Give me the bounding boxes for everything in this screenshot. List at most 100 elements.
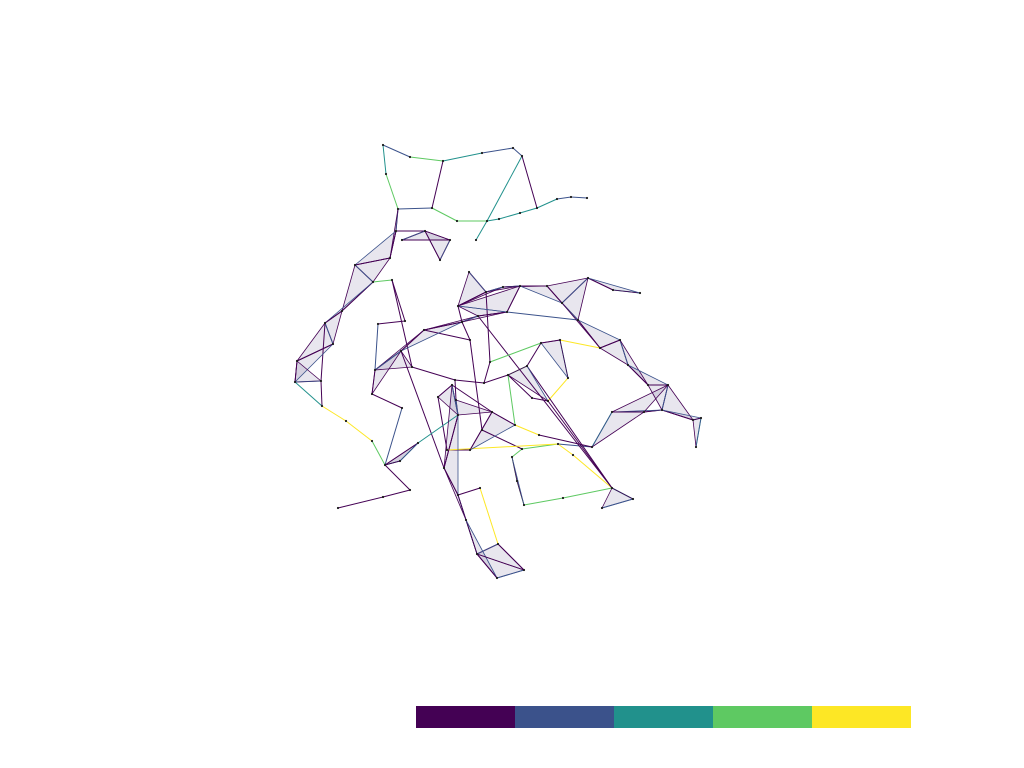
node — [488, 360, 492, 364]
triangle-face — [541, 340, 568, 378]
triangle-edge — [661, 409, 702, 419]
edge — [572, 454, 613, 489]
node — [445, 448, 449, 452]
node — [460, 320, 464, 324]
edge — [377, 320, 406, 325]
node — [505, 310, 509, 314]
edge — [320, 380, 323, 407]
node — [598, 346, 602, 350]
triangle-face — [295, 361, 321, 382]
triangle-edge — [667, 384, 694, 421]
node — [323, 321, 327, 325]
node — [448, 238, 452, 242]
edge — [469, 339, 483, 431]
triangle-face — [342, 265, 373, 311]
colorbar — [416, 706, 911, 728]
triangle-edge — [611, 384, 669, 413]
triangle-face — [425, 231, 450, 260]
node — [400, 406, 404, 410]
node — [399, 349, 403, 353]
node — [631, 497, 635, 501]
triangle-face — [578, 320, 620, 348]
node — [482, 381, 486, 385]
triangle-edge — [296, 322, 326, 362]
triangle-edge — [601, 487, 613, 509]
node — [394, 229, 398, 233]
triangle-edge — [599, 339, 621, 349]
edge — [294, 381, 323, 407]
node — [388, 256, 392, 260]
triangle-face — [600, 340, 628, 365]
triangle-edge — [354, 257, 391, 266]
edge — [481, 147, 514, 154]
triangle-edge — [457, 305, 508, 313]
node — [618, 338, 622, 342]
triangle-edge — [457, 411, 493, 416]
triangle-edge — [465, 519, 498, 579]
node — [293, 380, 297, 384]
edge — [417, 414, 459, 444]
edge — [374, 323, 379, 371]
node — [464, 518, 468, 522]
node — [480, 428, 484, 432]
node — [468, 448, 472, 452]
triangle-face — [470, 412, 515, 450]
node — [441, 159, 445, 163]
triangle-edge — [457, 271, 470, 307]
node — [569, 195, 573, 199]
triangle-edge — [455, 399, 493, 413]
node — [506, 373, 510, 377]
node — [586, 276, 590, 280]
triangle-edge — [692, 419, 697, 448]
edge — [384, 407, 403, 466]
node — [320, 404, 324, 408]
node — [430, 206, 434, 210]
node — [474, 238, 478, 242]
triangle-edge — [294, 343, 334, 383]
node — [638, 291, 642, 295]
triangle-edge — [465, 519, 478, 555]
triangle-face — [477, 554, 524, 578]
node — [496, 542, 500, 546]
triangle-edge — [296, 360, 322, 382]
edge — [423, 329, 471, 341]
node — [558, 338, 562, 342]
node — [454, 398, 458, 402]
edge — [507, 374, 533, 399]
triangle-edge — [611, 487, 634, 500]
node — [518, 284, 522, 288]
edge — [454, 379, 485, 384]
node — [513, 423, 517, 427]
node — [475, 552, 479, 556]
edge — [320, 322, 326, 382]
triangle-edge — [506, 285, 521, 313]
triangle-edge — [341, 264, 356, 312]
triangle-edge — [476, 543, 499, 555]
edge — [431, 160, 444, 209]
triangle-edge — [332, 310, 343, 345]
node — [660, 408, 664, 412]
edge — [477, 315, 613, 489]
triangle-face — [458, 272, 486, 306]
node — [422, 328, 426, 332]
edge — [512, 147, 523, 157]
triangle-edge — [476, 553, 498, 579]
triangle-edge — [443, 414, 459, 469]
triangle-edge — [561, 277, 589, 304]
node — [453, 378, 457, 382]
triangle-edge — [389, 230, 397, 259]
edge — [483, 361, 491, 384]
node — [556, 442, 560, 446]
triangle-edge — [324, 310, 343, 324]
node — [566, 376, 570, 380]
triangle-edge — [400, 321, 463, 352]
edge — [337, 496, 384, 509]
colorbar-segment — [416, 706, 515, 728]
node — [370, 392, 374, 396]
node — [611, 288, 615, 292]
node — [331, 342, 335, 346]
triangle-edge — [455, 399, 459, 416]
triangle-edge — [443, 467, 467, 521]
node — [467, 270, 471, 274]
edge — [457, 487, 481, 496]
